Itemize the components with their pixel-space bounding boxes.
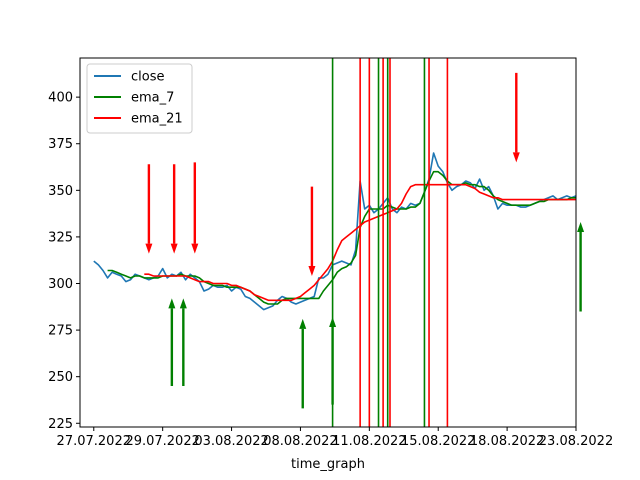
y-tick-label: 375 — [48, 137, 73, 152]
signal-arrow-up-7 — [179, 298, 187, 386]
signal-arrows-layer — [145, 72, 585, 409]
plot-frame — [79, 57, 577, 428]
signal-arrow-down-2 — [170, 164, 178, 254]
x-tick-label: 03.08.2022 — [194, 434, 268, 449]
y-tick-label: 275 — [48, 324, 73, 339]
y-tick-label: 350 — [48, 184, 73, 199]
y-tick-label: 225 — [48, 417, 73, 432]
y-tick-label: 300 — [48, 277, 73, 292]
legend-box — [86, 63, 193, 134]
x-tick-label: 23.08.2022 — [539, 434, 613, 449]
signal-arrow-down-4 — [308, 186, 316, 277]
x-axis-label: time_graph — [291, 457, 365, 472]
signal-arrow-down-1 — [145, 164, 153, 254]
signal-arrow-up-8 — [299, 318, 307, 409]
legend-label-close: close — [131, 70, 164, 85]
y-tick-label: 400 — [48, 91, 73, 106]
signal-arrow-up-9 — [329, 317, 337, 405]
series-line-close — [93, 152, 576, 311]
signal-arrow-up-6 — [168, 298, 176, 386]
y-tick-label: 325 — [48, 230, 73, 245]
x-tick-label: 27.07.2022 — [57, 434, 131, 449]
signal-arrow-down-5 — [512, 72, 520, 163]
x-tick-label: 15.08.2022 — [401, 434, 475, 449]
legend: close ema_7 ema_21 — [86, 63, 193, 134]
x-tick-label: 29.07.2022 — [125, 434, 199, 449]
signal-arrow-down-3 — [191, 162, 199, 254]
x-axis: 27.07.202229.07.202203.08.202208.08.2022… — [57, 427, 613, 449]
x-tick-label: 18.08.2022 — [470, 434, 544, 449]
signal-lines-layer — [331, 58, 449, 427]
legend-label-ema_7: ema_7 — [131, 91, 174, 106]
y-axis: 225 250 275 300 325 350 375 400 — [48, 91, 80, 432]
signal-arrow-up-10 — [577, 222, 585, 312]
x-tick-label: 08.08.2022 — [263, 434, 337, 449]
x-tick-label: 11.08.2022 — [332, 434, 406, 449]
legend-label-ema_21: ema_21 — [131, 112, 183, 127]
y-tick-label: 250 — [48, 370, 73, 385]
